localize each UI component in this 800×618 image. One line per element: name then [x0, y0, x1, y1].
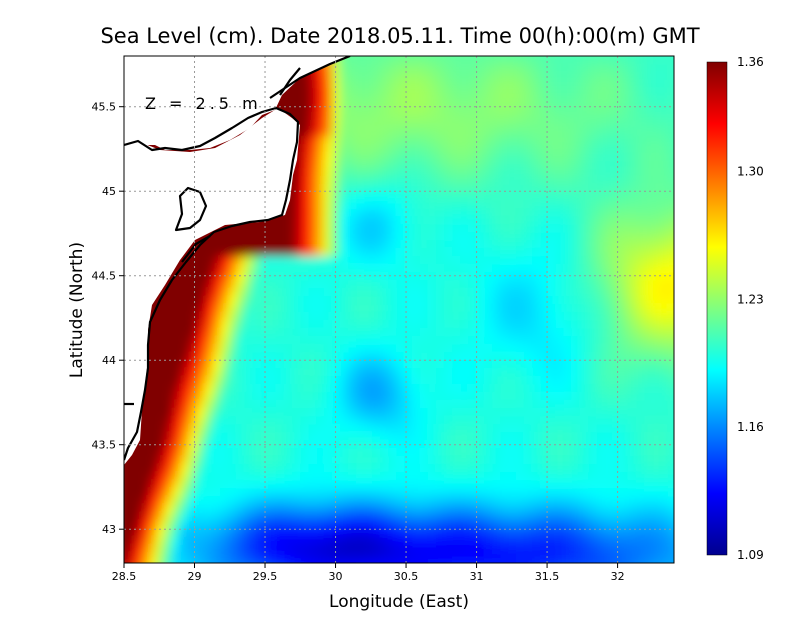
colorbar-tick-label: 1.09	[737, 548, 764, 562]
land-mask	[124, 56, 350, 465]
colorbar-tick-label: 1.30	[737, 165, 764, 179]
colorbar-tick-label: 1.36	[737, 55, 764, 69]
y-tick-label: 43.5	[92, 439, 117, 452]
y-tick-label: 44	[102, 354, 116, 367]
y-tick-label: 45.5	[92, 101, 117, 114]
x-tick-label: 29	[188, 570, 202, 583]
x-tick-label: 31	[470, 570, 484, 583]
depth-label: Z = 2.5 m	[145, 94, 262, 113]
colorbar-ticks: 1.36 1.30 1.23 1.16 1.09	[737, 55, 764, 562]
y-tick-label: 45	[102, 185, 116, 198]
x-tick-label: 31.5	[535, 570, 560, 583]
x-axis-ticks: 28.5 29 29.5 30 30.5 31 31.5 32	[112, 563, 625, 583]
colorbar-tick-label: 1.16	[737, 420, 764, 434]
y-tick-label: 44.5	[92, 270, 117, 283]
colorbar	[706, 61, 728, 556]
plot-area: Z = 2.5 m	[124, 56, 674, 563]
plot-frame	[123, 55, 675, 564]
sea-level-field	[124, 56, 674, 563]
coastline	[124, 56, 351, 461]
x-tick-label: 28.5	[112, 570, 137, 583]
y-tick-label: 43	[102, 523, 116, 536]
x-tick-label: 30	[329, 570, 343, 583]
y-axis-ticks: 43 43.5 44 44.5 45 45.5	[92, 101, 124, 536]
x-tick-label: 32	[611, 570, 625, 583]
map-title: Sea Level (cm). Date 2018.05.11. Time 00…	[100, 24, 699, 48]
grid-lines	[124, 56, 674, 563]
y-axis-label: Latitude (North)	[67, 242, 87, 378]
x-tick-label: 30.5	[394, 570, 419, 583]
colorbar-tick-label: 1.23	[737, 292, 764, 306]
x-axis-label: Longitude (East)	[329, 592, 469, 612]
x-tick-label: 29.5	[253, 570, 278, 583]
